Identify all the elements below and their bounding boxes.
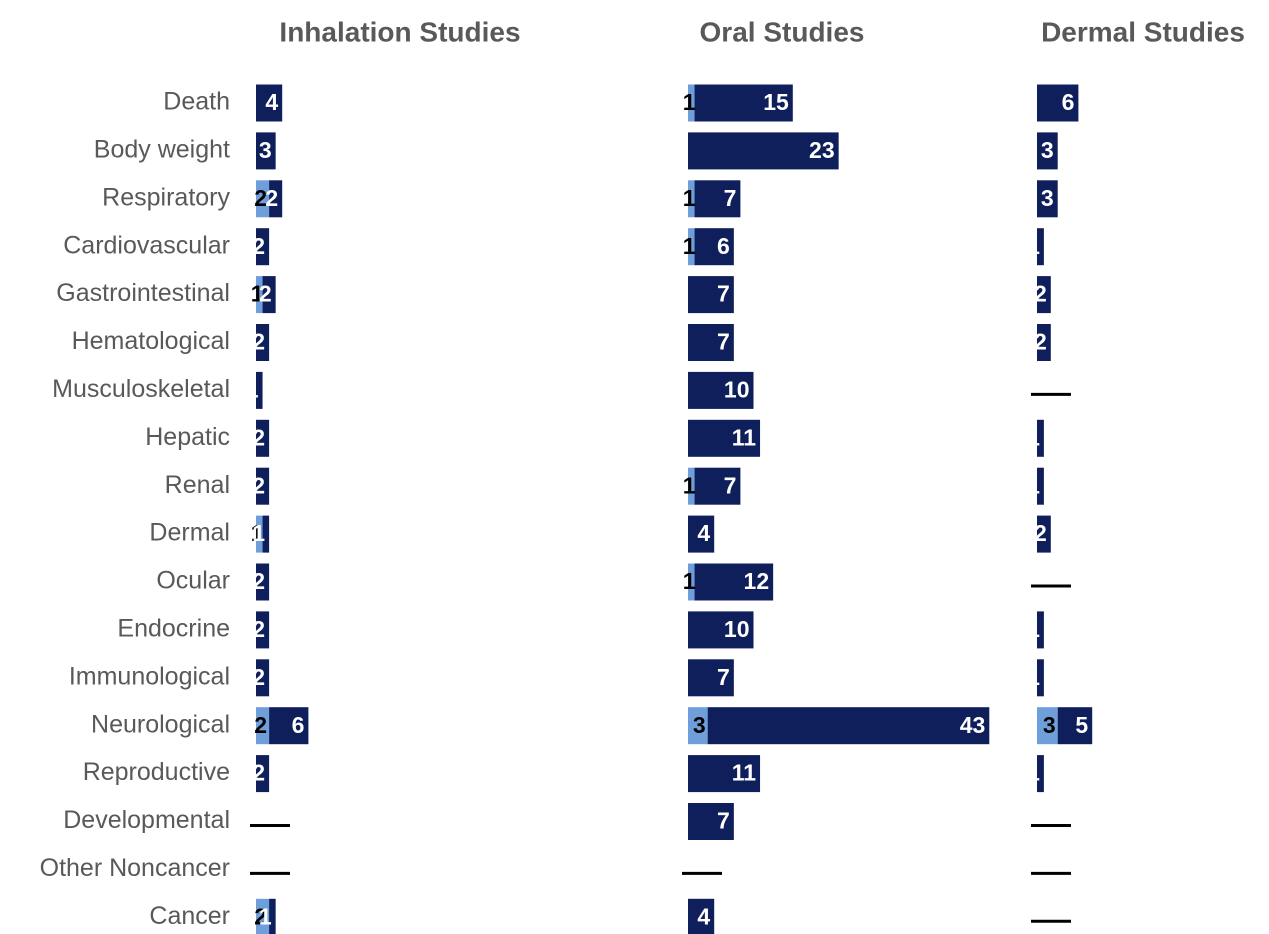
data-label-light: 1	[683, 568, 696, 594]
category-label: Dermal	[149, 519, 230, 547]
data-label-dark: 3	[1041, 185, 1054, 211]
data-label-dark: 4	[697, 520, 710, 546]
data-label-dark: 11	[732, 424, 757, 450]
data-label-light: 1	[683, 233, 696, 259]
data-label-dark: 1	[252, 520, 265, 546]
data-label-dark: 12	[744, 568, 770, 594]
category-label: Developmental	[63, 806, 230, 834]
data-label-dark: 1	[259, 903, 272, 929]
data-label-dark: 11	[732, 760, 757, 786]
data-label-dark: 3	[259, 137, 272, 163]
category-label: Immunological	[69, 662, 230, 690]
category-label: Hematological	[72, 327, 230, 355]
data-label-dark: 7	[724, 185, 737, 211]
data-label-dark: 2	[252, 472, 265, 498]
data-label-dark: 1	[1027, 472, 1040, 498]
data-label-dark: 7	[717, 664, 730, 690]
data-label-light: 1	[683, 89, 696, 115]
category-label: Cardiovascular	[63, 231, 230, 259]
data-label-dark: 2	[265, 185, 278, 211]
data-label-dark: 4	[697, 903, 710, 929]
data-label-dark: 10	[724, 376, 750, 402]
data-label-dark: 7	[717, 281, 730, 307]
category-label: Body weight	[94, 136, 230, 164]
data-label-dark: 6	[1062, 89, 1075, 115]
data-label-dark: 7	[724, 472, 737, 498]
category-label: Gastrointestinal	[56, 279, 230, 307]
data-label-dark: 2	[1034, 520, 1047, 546]
category-label: Reproductive	[83, 758, 230, 786]
data-label-dark: 2	[252, 760, 265, 786]
data-label-dark: 5	[1075, 712, 1088, 738]
data-label-dark: 15	[763, 89, 789, 115]
data-label-dark: 1	[1027, 664, 1040, 690]
data-label-dark: 2	[252, 664, 265, 690]
category-label: Musculoskeletal	[52, 375, 230, 403]
data-label-dark: 2	[252, 329, 265, 355]
panel-title: Oral Studies	[700, 16, 865, 47]
data-label-dark: 1	[1027, 424, 1040, 450]
category-label: Cancer	[149, 902, 230, 930]
data-label-light: 3	[693, 712, 706, 738]
category-label: Neurological	[91, 710, 230, 738]
data-label-dark: 10	[724, 616, 750, 642]
data-label-light: 2	[254, 712, 267, 738]
panel-title: Inhalation Studies	[279, 16, 520, 47]
data-label-dark: 1	[246, 376, 259, 402]
data-label-dark: 2	[252, 233, 265, 259]
category-label: Death	[163, 88, 230, 116]
data-label-dark: 7	[717, 329, 730, 355]
data-label-dark: 2	[1034, 281, 1047, 307]
data-label-dark: 6	[717, 233, 730, 259]
data-label-dark: 1	[1027, 233, 1040, 259]
data-label-dark: 23	[809, 137, 835, 163]
data-label-dark: 3	[1041, 137, 1054, 163]
data-label-dark: 2	[252, 568, 265, 594]
data-label-light: 1	[683, 472, 696, 498]
category-label: Ocular	[156, 567, 230, 595]
panel-title: Dermal Studies	[1041, 16, 1245, 47]
category-label: Hepatic	[145, 423, 230, 451]
data-label-dark: 2	[259, 281, 272, 307]
data-label-dark: 1	[1027, 760, 1040, 786]
category-label: Renal	[165, 471, 230, 499]
data-label-dark: 7	[717, 808, 730, 834]
data-label-dark: 4	[265, 89, 278, 115]
data-label-dark: 2	[1034, 329, 1047, 355]
category-label: Respiratory	[102, 183, 230, 211]
data-label-dark: 43	[960, 712, 986, 738]
category-label: Other Noncancer	[40, 854, 230, 882]
data-label-dark: 2	[252, 424, 265, 450]
data-label-dark: 2	[252, 616, 265, 642]
data-label-light: 3	[1043, 712, 1056, 738]
data-label-dark: 6	[292, 712, 305, 738]
bar-segment-dark	[708, 707, 990, 744]
data-label-dark: 1	[1027, 616, 1040, 642]
category-label: Endocrine	[117, 615, 230, 643]
data-label-light: 1	[683, 185, 696, 211]
